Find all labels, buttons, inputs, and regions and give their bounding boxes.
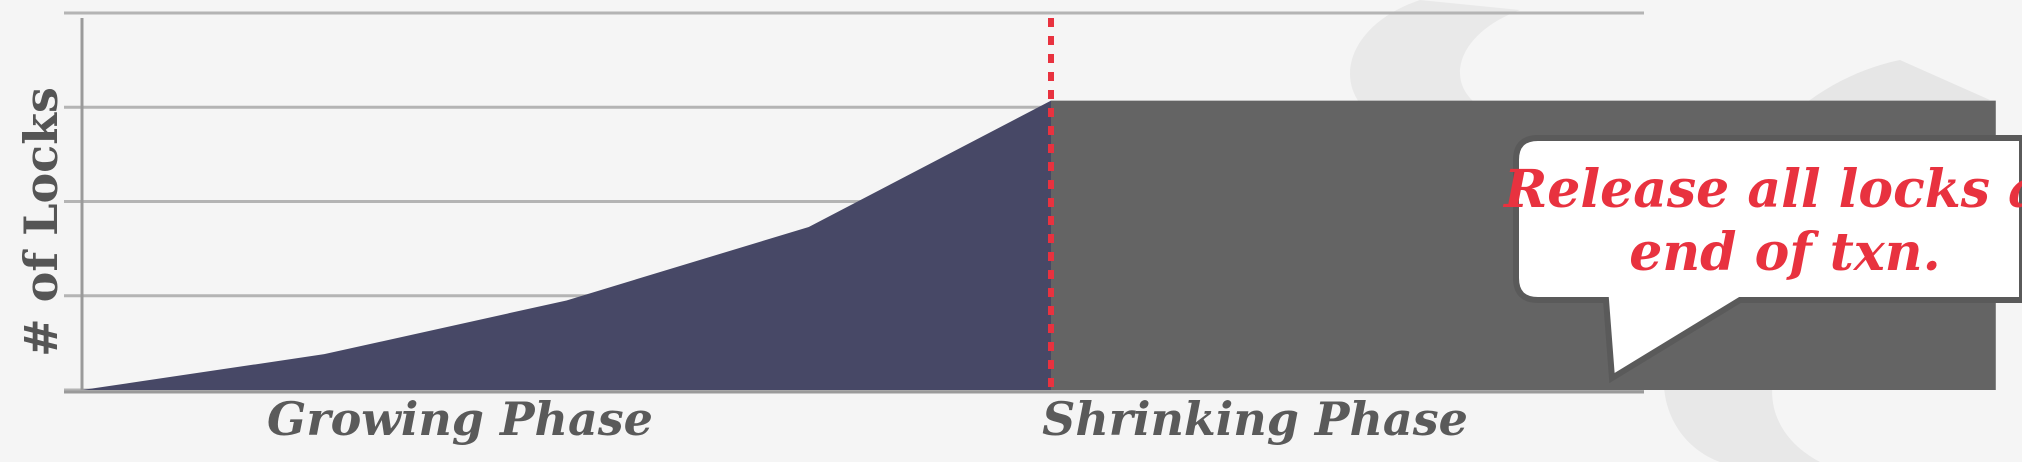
x-label-shrinking-phase: Shrinking Phase [1042,392,1468,446]
callout-bubble: Release all locks at end of txn. [1502,135,2022,384]
callout-line-2: end of txn. [1629,222,1940,283]
growing-phase-area [82,100,1051,390]
y-axis-label: # of Locks [14,87,68,357]
callout-line-1: Release all locks at [1502,159,2022,220]
chart-axes [64,18,1644,394]
x-label-growing-phase: Growing Phase [267,392,653,446]
